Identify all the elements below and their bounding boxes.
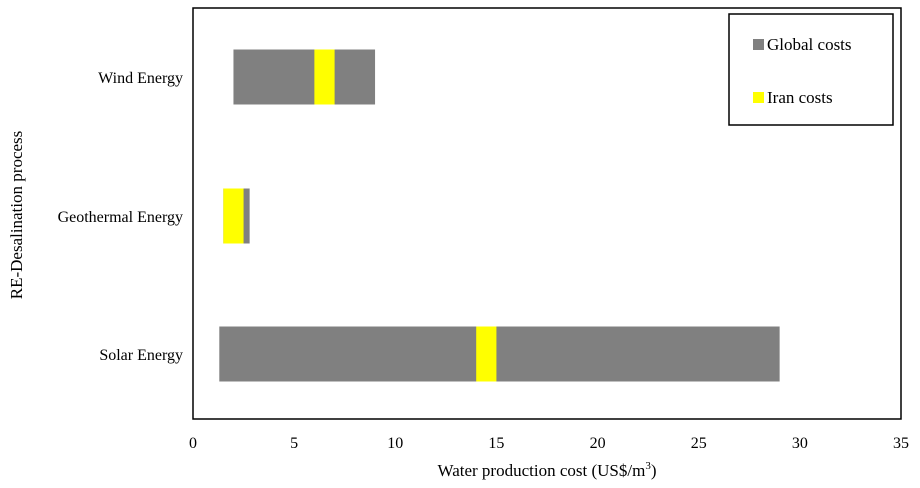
y-category-label: Wind Energy <box>98 70 183 87</box>
x-axis-ticks: 0 5 10 15 20 25 30 35 <box>189 435 909 452</box>
y-category-label: Geothermal Energy <box>58 209 183 226</box>
x-tick-label: 35 <box>893 435 909 452</box>
legend-label-iran-costs: Iran costs <box>767 88 833 107</box>
bar-iran-solar-energy <box>476 326 497 382</box>
legend-swatch-global-costs <box>753 39 764 50</box>
bars-layer <box>219 49 780 382</box>
y-axis-title: RE-Desalination process <box>7 131 26 300</box>
y-category-label: Solar Energy <box>99 347 183 364</box>
bar-iran-wind-energy <box>314 49 335 105</box>
legend: Global costs Iran costs <box>728 13 894 126</box>
legend-swatch-iran-costs <box>753 92 764 103</box>
x-tick-label: 5 <box>290 435 298 452</box>
x-tick-label: 25 <box>691 435 707 452</box>
x-tick-label: 10 <box>387 435 403 452</box>
bar-global-wind-energy <box>233 49 376 105</box>
legend-frame <box>728 13 894 126</box>
x-tick-label: 30 <box>792 435 808 452</box>
x-axis-title-superscript: 3 <box>645 460 651 472</box>
x-tick-label: 20 <box>590 435 606 452</box>
x-tick-label: 0 <box>189 435 197 452</box>
plot-area-frame <box>192 7 902 420</box>
y-axis-categories: Wind Energy Geothermal Energy Solar Energy <box>58 70 183 364</box>
bar-iran-geothermal-energy <box>223 188 244 244</box>
x-tick-label: 15 <box>488 435 504 452</box>
x-axis-title: Water production cost (US$/m3) <box>438 460 657 480</box>
bar-global-solar-energy <box>219 326 780 382</box>
legend-label-global-costs: Global costs <box>767 35 852 54</box>
